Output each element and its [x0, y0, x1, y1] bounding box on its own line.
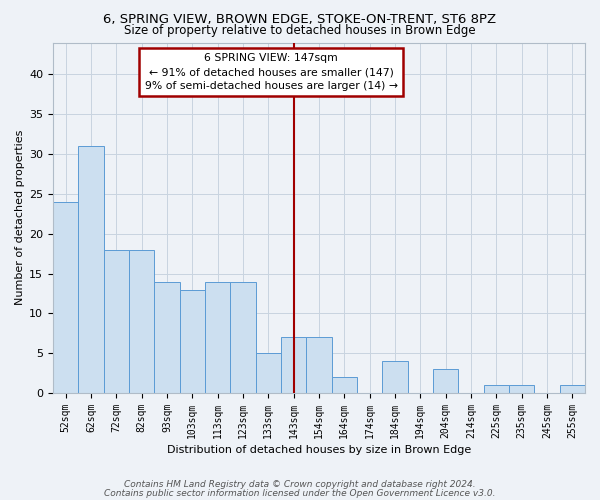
- Bar: [382, 361, 407, 393]
- Bar: [281, 338, 307, 393]
- Text: Contains HM Land Registry data © Crown copyright and database right 2024.: Contains HM Land Registry data © Crown c…: [124, 480, 476, 489]
- Bar: [509, 385, 535, 393]
- Bar: [53, 202, 79, 393]
- Bar: [179, 290, 205, 393]
- Y-axis label: Number of detached properties: Number of detached properties: [15, 130, 25, 306]
- X-axis label: Distribution of detached houses by size in Brown Edge: Distribution of detached houses by size …: [167, 445, 471, 455]
- Bar: [230, 282, 256, 393]
- Bar: [154, 282, 179, 393]
- Bar: [205, 282, 230, 393]
- Bar: [560, 385, 585, 393]
- Text: 6, SPRING VIEW, BROWN EDGE, STOKE-ON-TRENT, ST6 8PZ: 6, SPRING VIEW, BROWN EDGE, STOKE-ON-TRE…: [103, 12, 497, 26]
- Bar: [307, 338, 332, 393]
- Text: 6 SPRING VIEW: 147sqm
← 91% of detached houses are smaller (147)
9% of semi-deta: 6 SPRING VIEW: 147sqm ← 91% of detached …: [145, 53, 398, 91]
- Bar: [79, 146, 104, 393]
- Bar: [129, 250, 154, 393]
- Bar: [433, 369, 458, 393]
- Bar: [104, 250, 129, 393]
- Bar: [332, 377, 357, 393]
- Text: Size of property relative to detached houses in Brown Edge: Size of property relative to detached ho…: [124, 24, 476, 37]
- Text: Contains public sector information licensed under the Open Government Licence v3: Contains public sector information licen…: [104, 488, 496, 498]
- Bar: [256, 353, 281, 393]
- Bar: [484, 385, 509, 393]
